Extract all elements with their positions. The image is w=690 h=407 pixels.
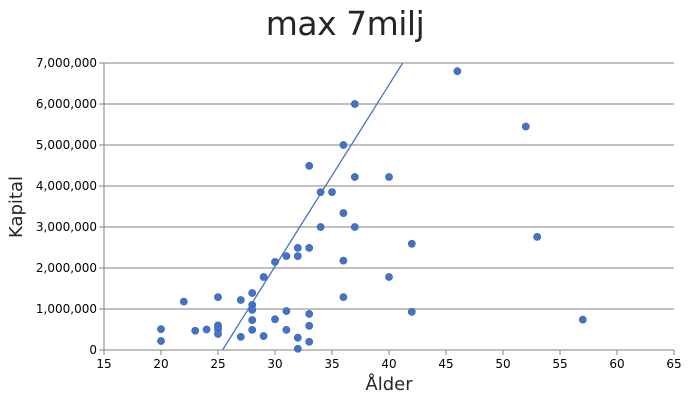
data-point [350,223,359,231]
data-point [293,252,302,261]
x-tick-label: 35 [324,357,339,371]
axes: 0 1,000,000 2,000,000 3,000,000 4,000,000 5,0… [36,56,682,371]
x-tick-label: 60 [609,357,624,371]
data-point [282,326,291,334]
data-point [157,325,165,333]
data-point [271,257,279,266]
data-point [350,173,359,181]
data-point [293,344,302,353]
x-tick-label: 15 [96,357,111,371]
data-point [282,252,291,261]
data-point [305,310,314,318]
data-point [385,273,393,281]
y-tick-label: 3,000,000 [36,220,97,234]
data-point [293,244,302,252]
data-point [248,289,257,297]
data-point [578,315,587,324]
chart-title: max 7milj [265,4,425,43]
gridlines [104,62,674,310]
x-tick-label: 25 [210,357,225,371]
y-tick-label: 7,000,000 [36,56,97,70]
y-tick-label: 0 [89,343,97,357]
data-point [316,188,325,197]
data-point [407,239,416,248]
y-tick-label: 6,000,000 [36,97,97,111]
data-point [339,209,348,217]
data-point [339,256,348,265]
data-point [282,307,291,315]
y-tick-label: 1,000,000 [36,302,97,316]
y-tick-label: 5,000,000 [36,138,97,152]
data-point [236,332,245,341]
data-point [385,173,393,181]
x-tick-label: 50 [495,357,510,371]
y-axis-title: Kapital [6,176,27,238]
data-point [236,296,245,304]
data-point [350,100,359,108]
data-point [248,316,257,324]
data-point [521,122,530,131]
data-point [214,293,222,302]
data-point [157,337,165,345]
data-point [316,223,325,231]
data-point [305,162,314,170]
data-point [293,333,302,342]
data-points [157,67,587,353]
x-tick-label: 20 [153,357,168,371]
data-point [202,325,211,334]
data-point [259,332,268,340]
data-point [248,305,257,314]
data-point [305,337,314,346]
data-point [339,141,348,149]
data-point [271,315,279,324]
data-point [407,307,416,316]
data-point [191,326,200,335]
data-point [339,293,348,302]
data-point [453,67,462,76]
data-point [328,188,336,197]
y-tick-label: 2,000,000 [36,261,97,275]
x-tick-label: 45 [438,357,453,371]
data-point [533,232,542,241]
x-tick-label: 40 [381,357,396,371]
data-point [179,297,188,306]
data-point [305,321,314,330]
data-point [259,273,268,281]
x-tick-label: 55 [552,357,567,371]
x-tick-label: 30 [267,357,282,371]
data-point [248,326,257,334]
x-tick-label: 65 [666,357,681,371]
y-tick-label: 4,000,000 [36,179,97,193]
data-point [305,244,314,252]
data-point [214,330,222,338]
x-axis-title: Ålder [365,373,413,395]
